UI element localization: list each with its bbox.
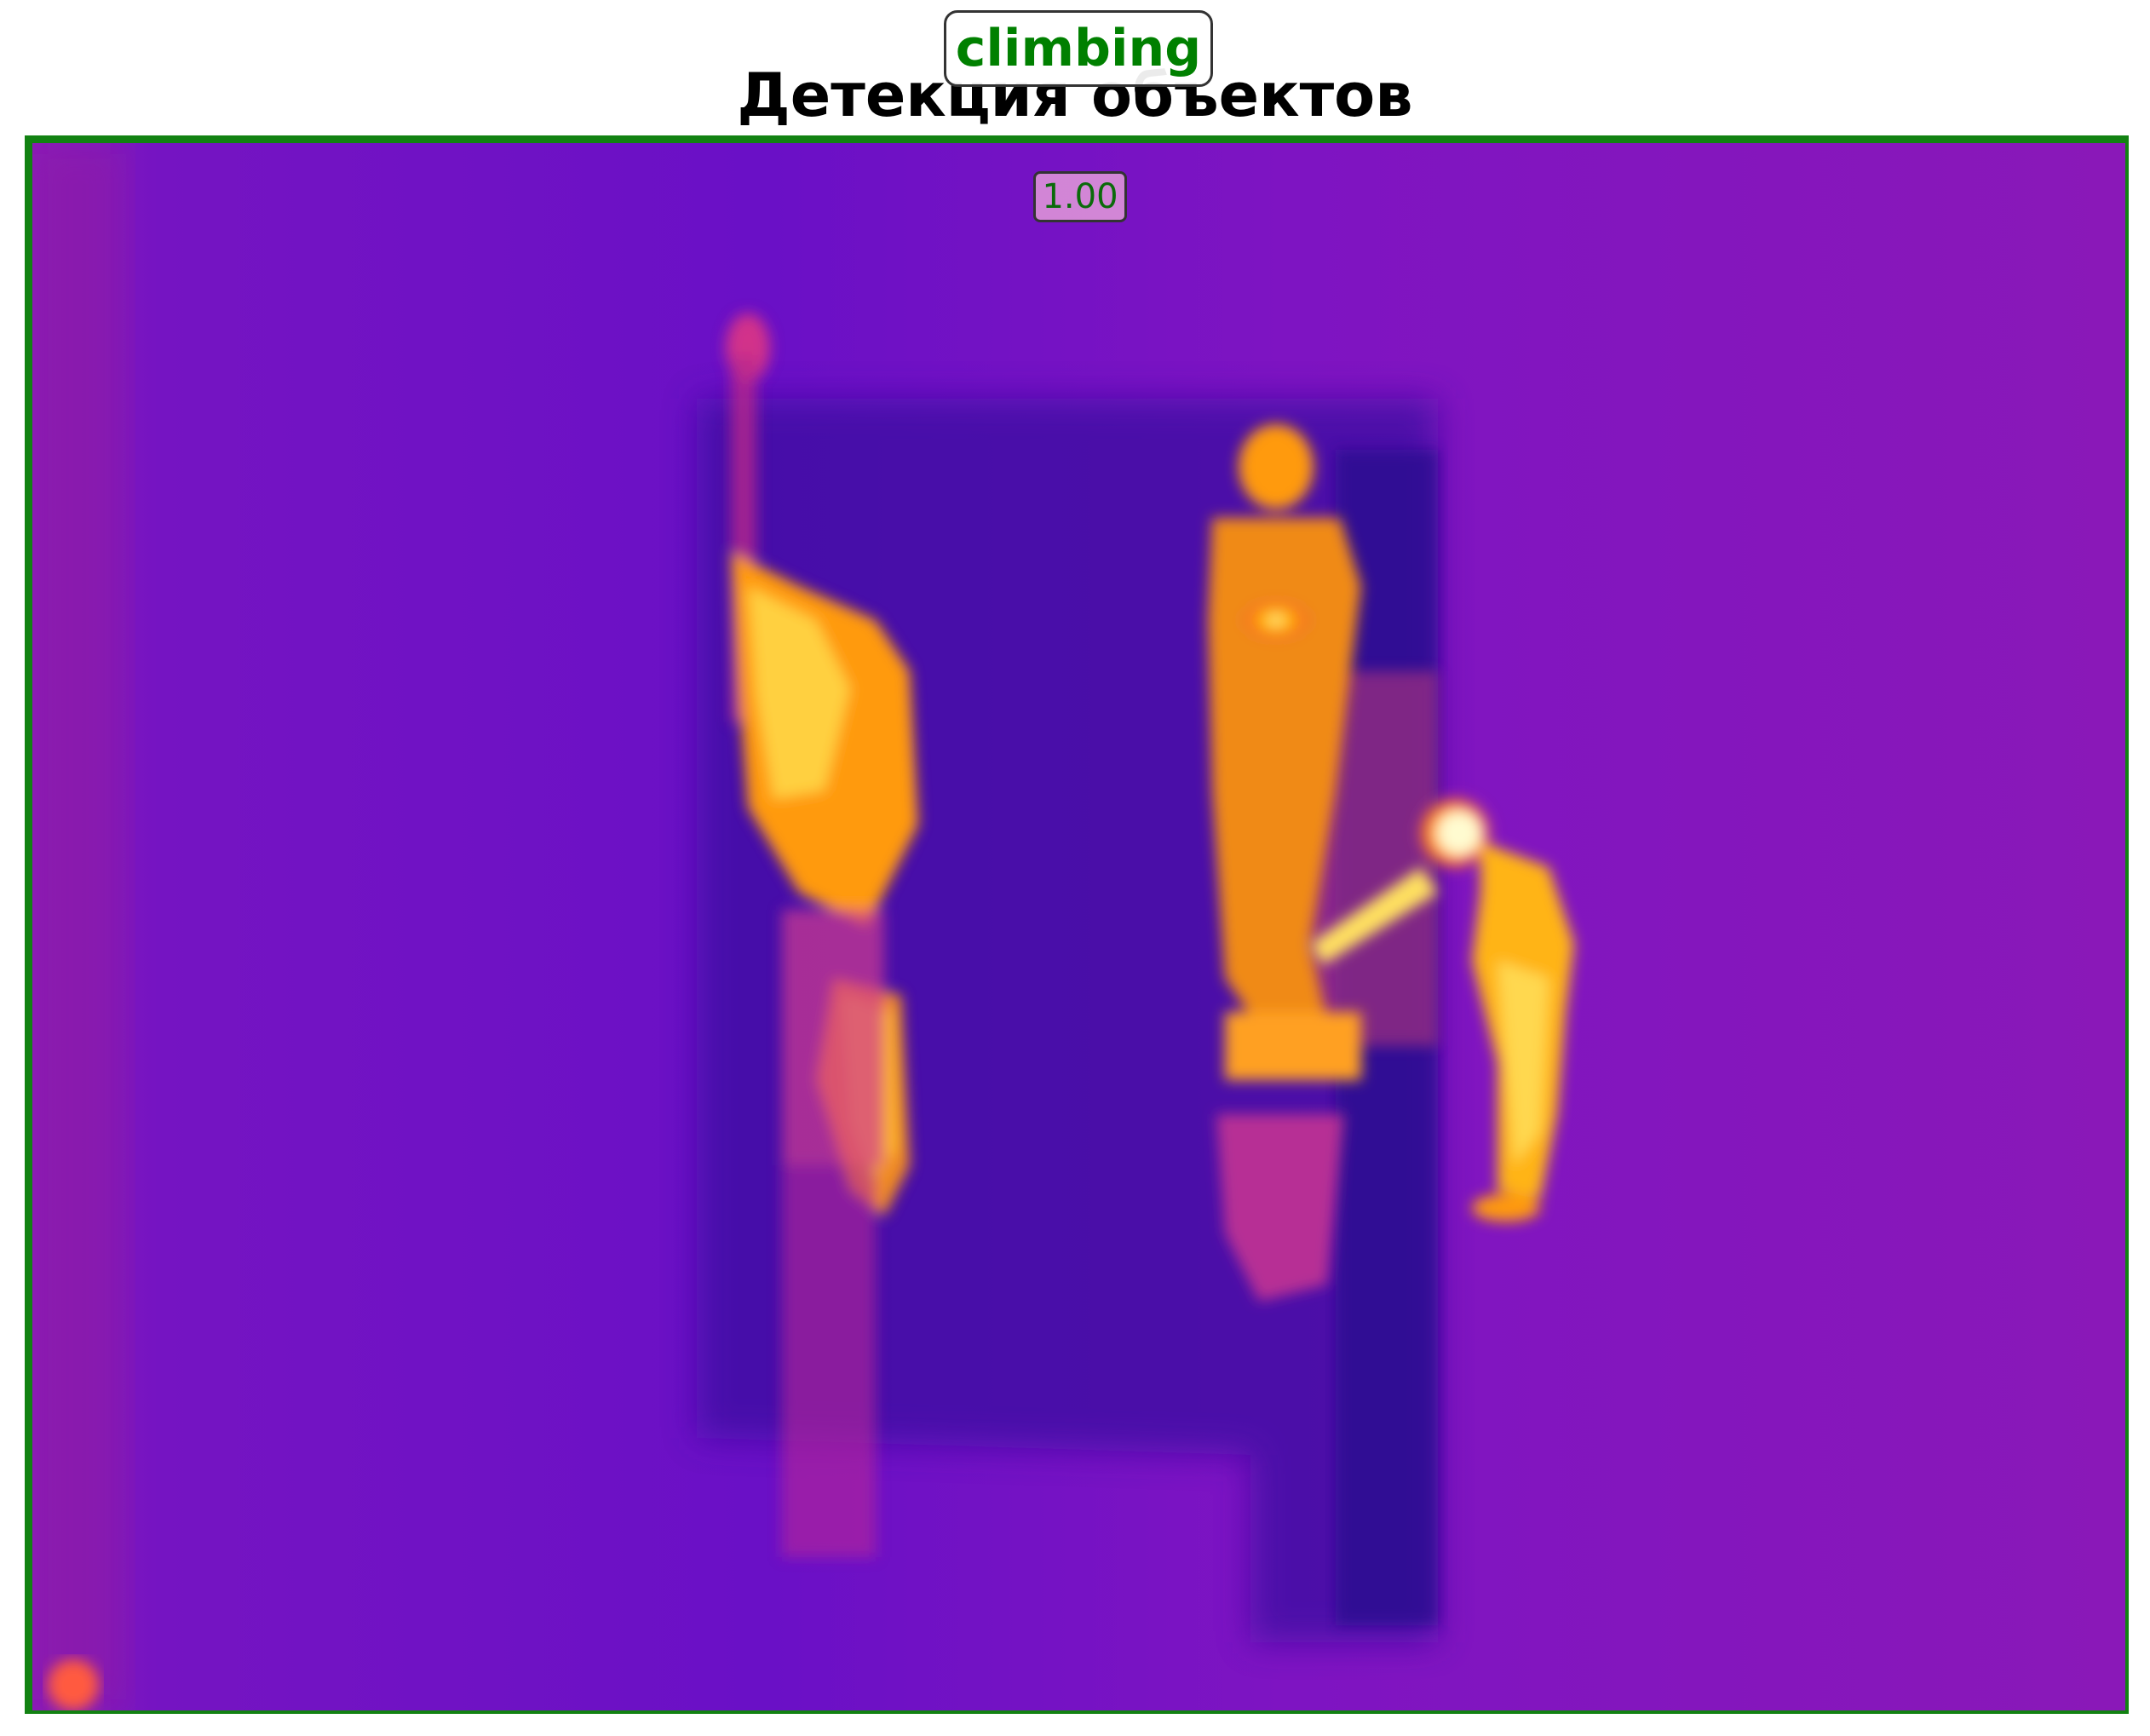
person-right (1310, 794, 1574, 1222)
person-left (726, 313, 918, 1557)
confidence-score: 1.00 (1033, 171, 1127, 222)
class-label: climbing (944, 10, 1213, 87)
detection-box (25, 135, 2129, 1714)
thermal-image (32, 143, 2125, 1710)
person-middle (1208, 424, 1361, 1302)
hot-spot (48, 1659, 99, 1710)
